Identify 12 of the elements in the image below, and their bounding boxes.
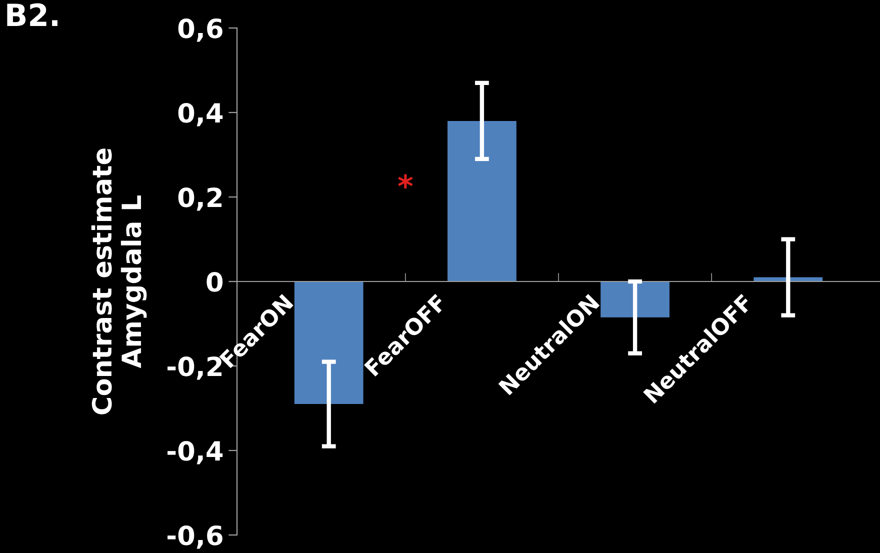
y-tick-label: 0 [206, 272, 223, 292]
y-axis-title: Contrast estimate Amygdala L [91, 148, 147, 414]
y-tick-label: -0,6 [168, 525, 222, 549]
bar [294, 282, 364, 404]
y-tick-label: 0,4 [178, 102, 223, 126]
y-tick-label: 0,2 [178, 187, 222, 211]
bar [448, 120, 516, 282]
annotation: * [398, 174, 413, 188]
y-tick-label: -0,2 [168, 356, 222, 380]
y-tick-label: -0,4 [168, 440, 223, 464]
y-tick-label: 0,6 [178, 18, 222, 42]
chart-title: B2. [7, 3, 58, 26]
